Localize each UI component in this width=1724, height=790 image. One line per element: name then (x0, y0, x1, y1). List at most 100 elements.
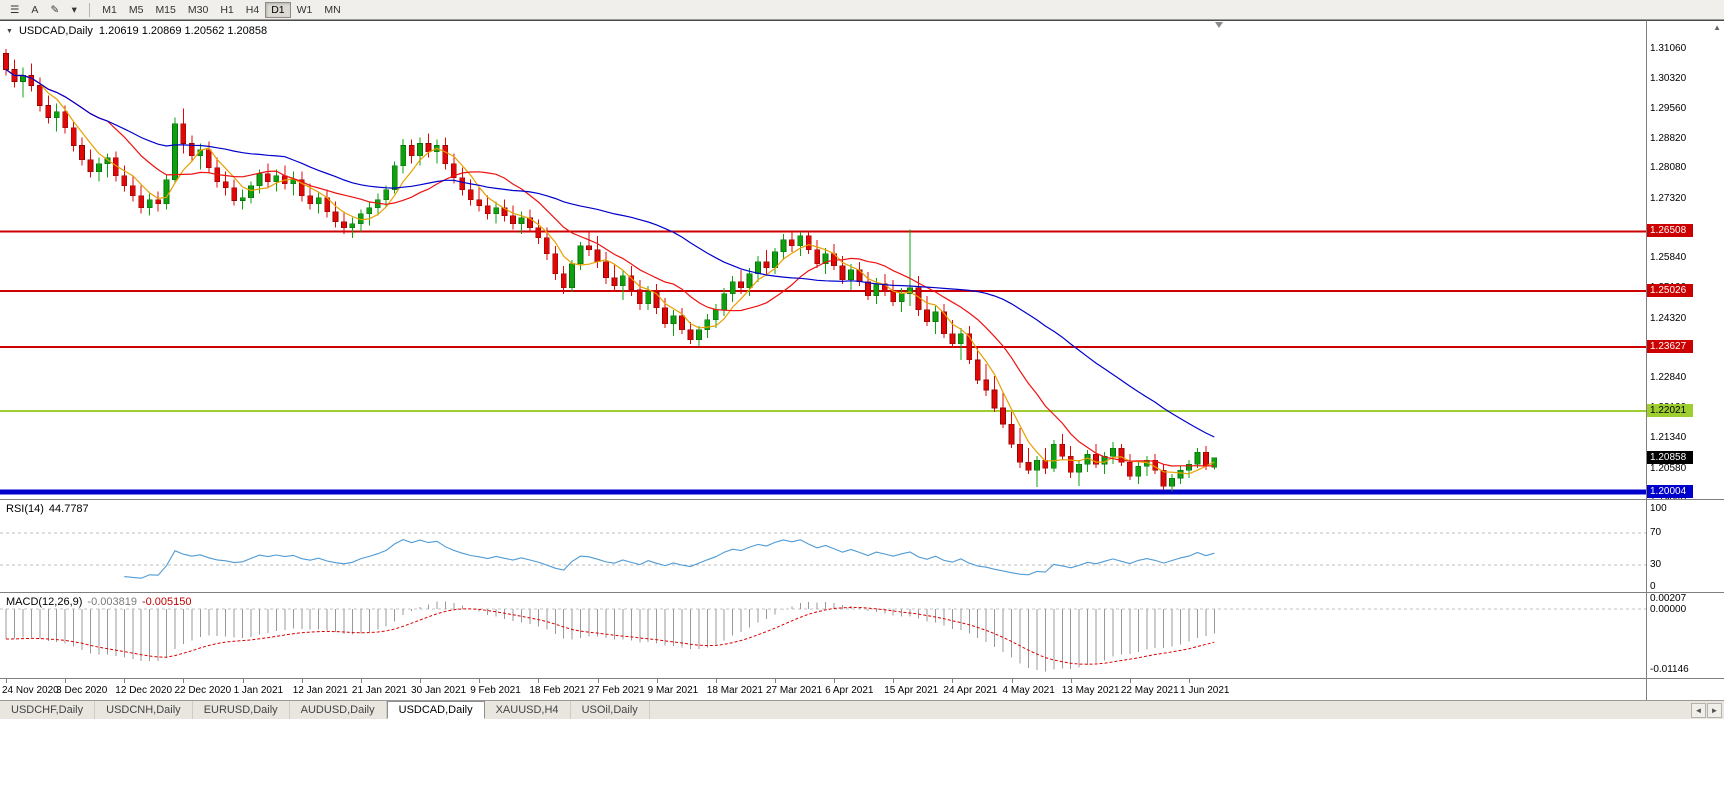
price-tick: 1.29560 (1650, 103, 1687, 115)
date-tick-mark (183, 679, 185, 683)
rsi-axis-label: 100 (1650, 503, 1667, 514)
price-axis[interactable]: ▲ 1.31060 1.30320 1.29560 1.28820 1.28080 1.2… (1646, 20, 1724, 499)
price-tick: 1.28820 (1650, 132, 1687, 144)
timeframe-button-m1[interactable]: M1 (102, 3, 117, 16)
date-tick-mark (124, 679, 126, 683)
date-label: 21 Jan 2021 (351, 685, 407, 696)
rsi-axis-label: 0 (1650, 581, 1656, 592)
cursor-a-icon[interactable]: A (31, 3, 39, 16)
date-label: 18 Feb 2021 (529, 685, 586, 696)
chart-tab-usoil[interactable]: USOil,Daily (571, 701, 650, 719)
date-tick-mark (1129, 679, 1131, 683)
date-label: 6 Apr 2021 (825, 685, 874, 696)
timeframe-button-m15[interactable]: M15 (155, 3, 176, 16)
date-label: 3 Dec 2020 (56, 685, 108, 696)
timeframe-button-m30[interactable]: M30 (187, 3, 209, 16)
date-label: 13 May 2021 (1061, 685, 1120, 696)
price-tick: 1.22840 (1650, 372, 1687, 384)
moving-averages-layer (5, 69, 1215, 475)
date-axis[interactable]: 24 Nov 2020 3 Dec 2020 12 Dec 2020 22 Dec 2… (0, 678, 1646, 700)
rsi-panel[interactable]: RSI(14) 44.7787 (0, 499, 1646, 592)
date-tick-mark (1070, 679, 1072, 683)
chart-tab-eurusd[interactable]: EURUSD,Daily (193, 701, 290, 719)
date-label: 18 Mar 2021 (706, 685, 763, 696)
macd-main-value: -0.003819 (87, 596, 137, 608)
price-line-badge: 1.20004 (1647, 485, 1693, 499)
macd-panel[interactable]: MACD(12,26,9) -0.003819 -0.005150 (0, 592, 1646, 678)
rsi-name: RSI(14) (6, 503, 44, 515)
timeframe-button-m5[interactable]: M5 (128, 3, 144, 16)
timeframe-button-mn[interactable]: MN (324, 3, 341, 16)
draw-tool-icon[interactable]: ✎ (50, 3, 60, 16)
chart-tab-usdchf[interactable]: USDCHF,Daily (0, 701, 96, 719)
current-price-badge: 1.20858 (1647, 450, 1693, 464)
price-tick: 1.25840 (1650, 252, 1687, 264)
rsi-canvas[interactable] (0, 500, 1646, 592)
price-tick: 1.24320 (1650, 313, 1687, 325)
rsi-line (124, 539, 1215, 579)
macd-axis[interactable]: 0.00207 0.00000 -0.01146 (1646, 592, 1724, 678)
horizontal-lines-layer[interactable] (0, 230, 1646, 495)
date-tick-mark (834, 679, 836, 683)
main-chart-canvas[interactable] (0, 21, 1646, 499)
rsi-axis[interactable]: 100 70 30 0 (1646, 499, 1724, 592)
tab-scroll-group: ◄ ► (1691, 701, 1724, 719)
price-tick: 1.30320 (1650, 72, 1687, 84)
price-tick: 1.20580 (1650, 462, 1687, 474)
macd-axis-label: -0.01146 (1650, 664, 1689, 676)
rsi-axis-label: 30 (1650, 559, 1662, 570)
chart-collapse-icon[interactable]: ▼ (6, 27, 13, 35)
chart-tab-bar: USDCHF,Daily USDCNH,Daily EURUSD,Daily AUDU… (0, 700, 1724, 719)
timeframe-button-h1[interactable]: H1 (220, 3, 234, 16)
date-tick-mark (893, 679, 895, 683)
price-line-badge: 1.23627 (1647, 339, 1693, 353)
macd-canvas[interactable] (0, 593, 1646, 678)
date-label: 27 Feb 2021 (588, 685, 645, 696)
date-label: 9 Feb 2021 (470, 685, 521, 696)
date-tick-mark (656, 679, 658, 683)
chart-symbol-label: USDCAD,Daily (18, 25, 93, 37)
price-tick: 1.31060 (1650, 43, 1687, 55)
date-label: 24 Nov 2020 (2, 685, 59, 696)
macd-label: MACD(12,26,9) -0.003819 -0.005150 (6, 596, 192, 608)
price-tick: 1.27320 (1650, 192, 1687, 204)
timeframe-button-d1[interactable]: D1 (265, 1, 291, 18)
candles-layer (3, 49, 1218, 492)
date-label: 24 Apr 2021 (943, 685, 998, 696)
date-label: 15 Apr 2021 (884, 685, 939, 696)
dropdown-icon[interactable]: ▾ (71, 3, 77, 16)
date-label: 12 Dec 2020 (115, 685, 173, 696)
date-tick-mark (1189, 679, 1190, 683)
date-tick-mark (715, 679, 717, 683)
symbols-menu-icon[interactable]: ☰ (10, 3, 20, 16)
timeframe-button-h4[interactable]: H4 (245, 3, 260, 16)
macd-axis-label: 0.00000 (1650, 604, 1687, 615)
macd-axis-label: 0.00207 (1650, 593, 1687, 605)
chart-tab-audusd[interactable]: AUDUSD,Daily (290, 701, 387, 719)
date-tick-mark (538, 679, 540, 683)
date-label: 12 Jan 2021 (292, 685, 348, 696)
timeframe-button-w1[interactable]: W1 (296, 3, 313, 16)
tabs-scroll-right-icon[interactable]: ► (1707, 702, 1722, 718)
chart-tab-usdcnh[interactable]: USDCNH,Daily (95, 701, 193, 719)
date-tick-mark (420, 679, 422, 683)
scroll-up-icon[interactable]: ▲ (1713, 23, 1721, 32)
macd-name: MACD(12,26,9) (6, 596, 83, 608)
macd-histogram-layer (5, 601, 1215, 672)
macd-signal-line (5, 606, 1215, 665)
date-label: 30 Jan 2021 (411, 685, 467, 696)
tabs-scroll-left-icon[interactable]: ◄ (1691, 702, 1706, 718)
chart-tab-usdcad[interactable]: USDCAD,Daily (386, 701, 485, 719)
main-chart-panel[interactable]: ▼ USDCAD,Daily 1.20619 1.20869 1.20562 1… (0, 20, 1646, 499)
date-label: 4 May 2021 (1002, 685, 1055, 696)
date-label: 27 Mar 2021 (765, 685, 823, 696)
date-tick-mark (1011, 679, 1013, 683)
date-label: 1 Jan 2021 (233, 685, 284, 696)
date-label: 9 Mar 2021 (647, 685, 699, 696)
price-tick: 1.21340 (1650, 432, 1687, 444)
chart-shift-marker-icon[interactable] (1215, 22, 1223, 28)
chart-tab-xauusd[interactable]: XAUUSD,H4 (485, 701, 571, 719)
date-tick-mark (774, 679, 776, 683)
date-tick-mark (952, 679, 954, 683)
